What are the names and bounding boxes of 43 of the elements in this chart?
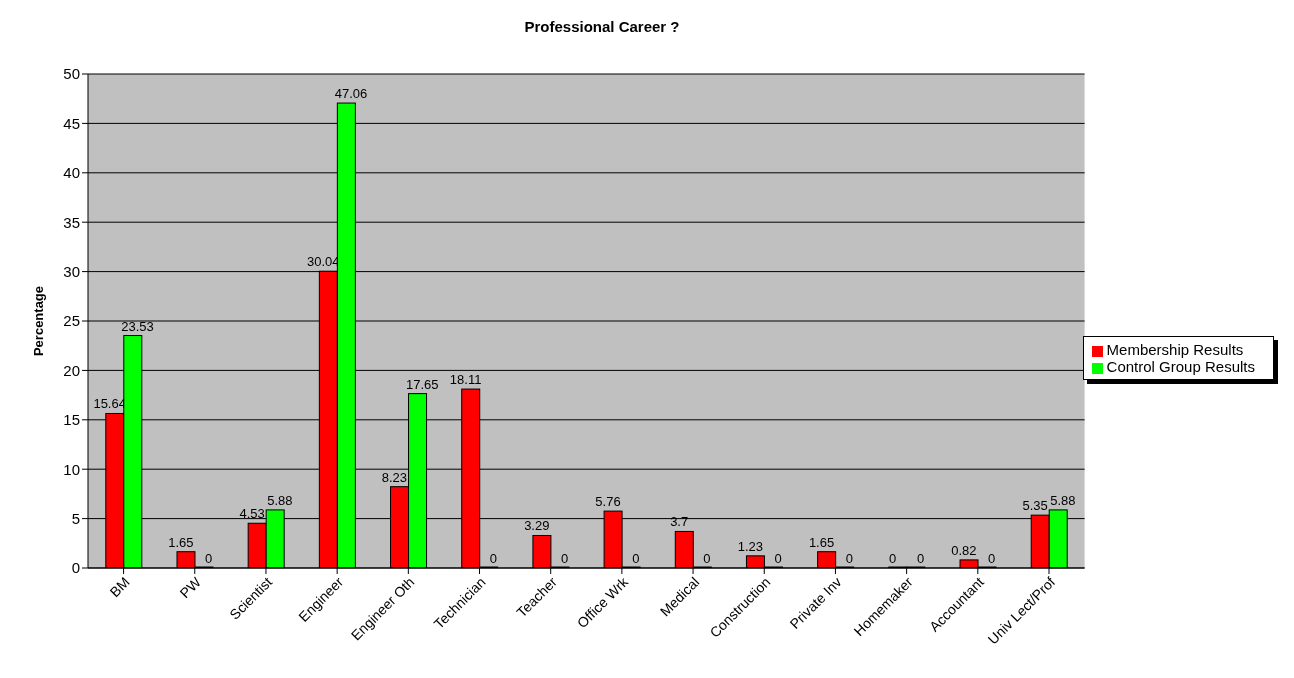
data-label: 8.23 [381,469,408,485]
y-tick-label: 25 [63,312,80,330]
x-tick-label: PW [176,573,205,602]
data-label: 5.88 [267,492,293,508]
x-tick-label: BM [106,573,133,600]
data-label: 0.82 [951,542,977,558]
data-label: 0 [988,551,996,566]
data-label: 1.23 [737,538,764,554]
data-label: 0 [774,551,782,566]
data-label: 3.29 [524,518,550,534]
legend-label: Control Group Results [1106,358,1255,375]
y-tick-label: 30 [63,262,80,280]
data-label: 5.76 [595,494,621,510]
data-label: 1.65 [808,534,835,550]
y-axis-title: Percentage [30,285,46,357]
data-label: 5.88 [1050,492,1076,508]
data-label: 0 [560,551,569,566]
y-tick-label: 5 [71,509,80,527]
data-label: 17.65 [405,376,439,392]
y-tick-label: 0 [71,559,80,577]
data-label: 1.65 [168,534,194,550]
data-label: 0 [703,551,711,566]
data-label: 18.11 [449,372,482,388]
data-label: 0 [845,551,853,566]
chart-title: Professional Career ? [523,17,681,37]
data-label: 47.06 [334,86,368,102]
y-tick-label: 10 [63,460,80,478]
y-tick-label: 35 [63,213,80,231]
y-tick-label: 50 [63,65,80,83]
data-label: 5.35 [1022,498,1048,514]
data-label: 0 [889,551,897,566]
legend-label: Membership Results [1106,341,1244,358]
data-label: 23.53 [121,318,154,334]
y-tick-label: 20 [63,361,80,379]
data-label: 3.7 [670,514,689,530]
data-label: 0 [916,551,925,566]
data-label: 0 [489,551,498,566]
y-tick-label: 45 [63,114,80,132]
data-label: 0 [205,551,213,566]
y-tick-label: 40 [63,164,80,182]
y-tick-label: 15 [63,411,80,429]
data-label: 0 [632,551,640,566]
data-label: 4.53 [239,506,265,522]
